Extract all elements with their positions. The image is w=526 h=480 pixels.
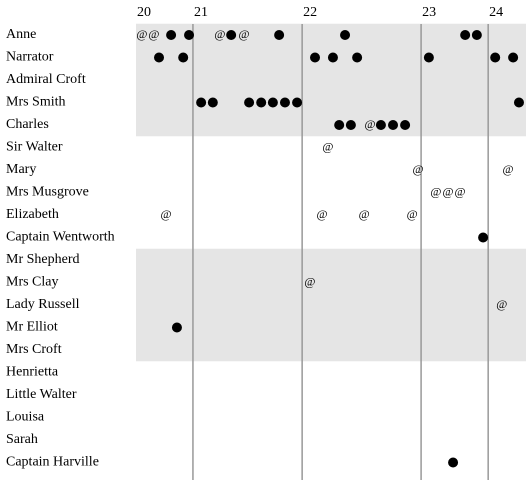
appearance-dot: [460, 30, 471, 40]
appearance-dot: [292, 97, 303, 108]
appearance-dot: [471, 30, 482, 40]
mention-marker: @: [442, 184, 453, 198]
x-tick-label: 20: [137, 5, 151, 20]
mention-marker: @: [364, 117, 375, 131]
appearance-dot: [388, 120, 399, 130]
appearance-dot: [375, 120, 386, 130]
row-label: Sarah: [6, 432, 38, 447]
row-label: Mr Shepherd: [6, 252, 80, 267]
x-tick-label: 24: [489, 5, 503, 20]
appearance-dot: [513, 97, 524, 108]
row-label: Louisa: [6, 410, 45, 425]
appearance-dot: [327, 52, 338, 63]
appearance-dot: [490, 52, 501, 63]
mention-marker: @: [407, 207, 418, 221]
appearance-dot: [178, 52, 189, 63]
row-label: Henrietta: [6, 365, 59, 380]
appearance-dot: [448, 457, 459, 468]
row-label: Anne: [6, 27, 36, 42]
appearance-dot: [184, 30, 195, 40]
appearance-dot: [171, 322, 182, 333]
mention-marker: @: [238, 27, 249, 41]
appearance-dot: [154, 52, 165, 63]
mention-marker: @: [322, 139, 333, 153]
appearance-dot: [478, 232, 489, 243]
appearance-dot: [244, 97, 255, 108]
mention-marker: @: [503, 162, 514, 176]
row-label: Charles: [6, 117, 49, 132]
row-label: Sir Walter: [6, 140, 63, 155]
x-tick-label: 21: [194, 5, 208, 20]
mention-marker: @: [214, 27, 225, 41]
mention-marker: @: [316, 207, 327, 221]
appearance-dot: [334, 120, 345, 130]
row-label: Mrs Smith: [6, 95, 66, 110]
appearance-dot: [352, 52, 363, 63]
row-band: [136, 248, 526, 362]
appearance-dot: [196, 97, 207, 108]
row-label: Captain Wentworth: [6, 230, 115, 245]
row-label: Mary: [6, 162, 36, 177]
row-label: Elizabeth: [6, 207, 59, 222]
row-label: Little Walter: [6, 387, 77, 402]
row-label: Lady Russell: [6, 297, 80, 312]
mention-marker: @: [430, 184, 441, 198]
mention-marker: @: [412, 162, 423, 176]
appearance-dot: [279, 97, 290, 108]
appearance-dot: [340, 30, 351, 40]
mention-marker: @: [136, 27, 147, 41]
mention-marker: @: [148, 27, 159, 41]
appearance-dot: [345, 120, 356, 130]
appearance-dot: [226, 30, 237, 40]
x-tick-label: 22: [303, 5, 317, 20]
mention-marker: @: [160, 207, 171, 221]
appearance-dot: [166, 30, 177, 40]
row-label: Mrs Clay: [6, 275, 59, 290]
appearance-dot: [267, 97, 278, 108]
mention-marker: @: [304, 274, 315, 288]
row-label: Captain Harville: [6, 455, 99, 470]
appearance-dot: [423, 52, 434, 63]
x-tick-label: 23: [422, 5, 436, 20]
row-label: Mr Elliot: [6, 320, 58, 335]
mention-marker: @: [455, 184, 466, 198]
row-label: Mrs Musgrove: [6, 185, 89, 200]
mention-marker: @: [496, 297, 507, 311]
appearance-dot: [400, 120, 411, 130]
appearance-dot: [207, 97, 218, 108]
appearance-dot: [256, 97, 267, 108]
appearance-dot: [274, 30, 285, 40]
row-label: Mrs Croft: [6, 342, 62, 357]
row-band: [136, 23, 526, 137]
appearance-dot: [310, 52, 321, 63]
mention-marker: @: [359, 207, 370, 221]
appearance-dot: [508, 52, 519, 63]
row-label: Narrator: [6, 50, 54, 65]
row-label: Admiral Croft: [6, 72, 86, 87]
